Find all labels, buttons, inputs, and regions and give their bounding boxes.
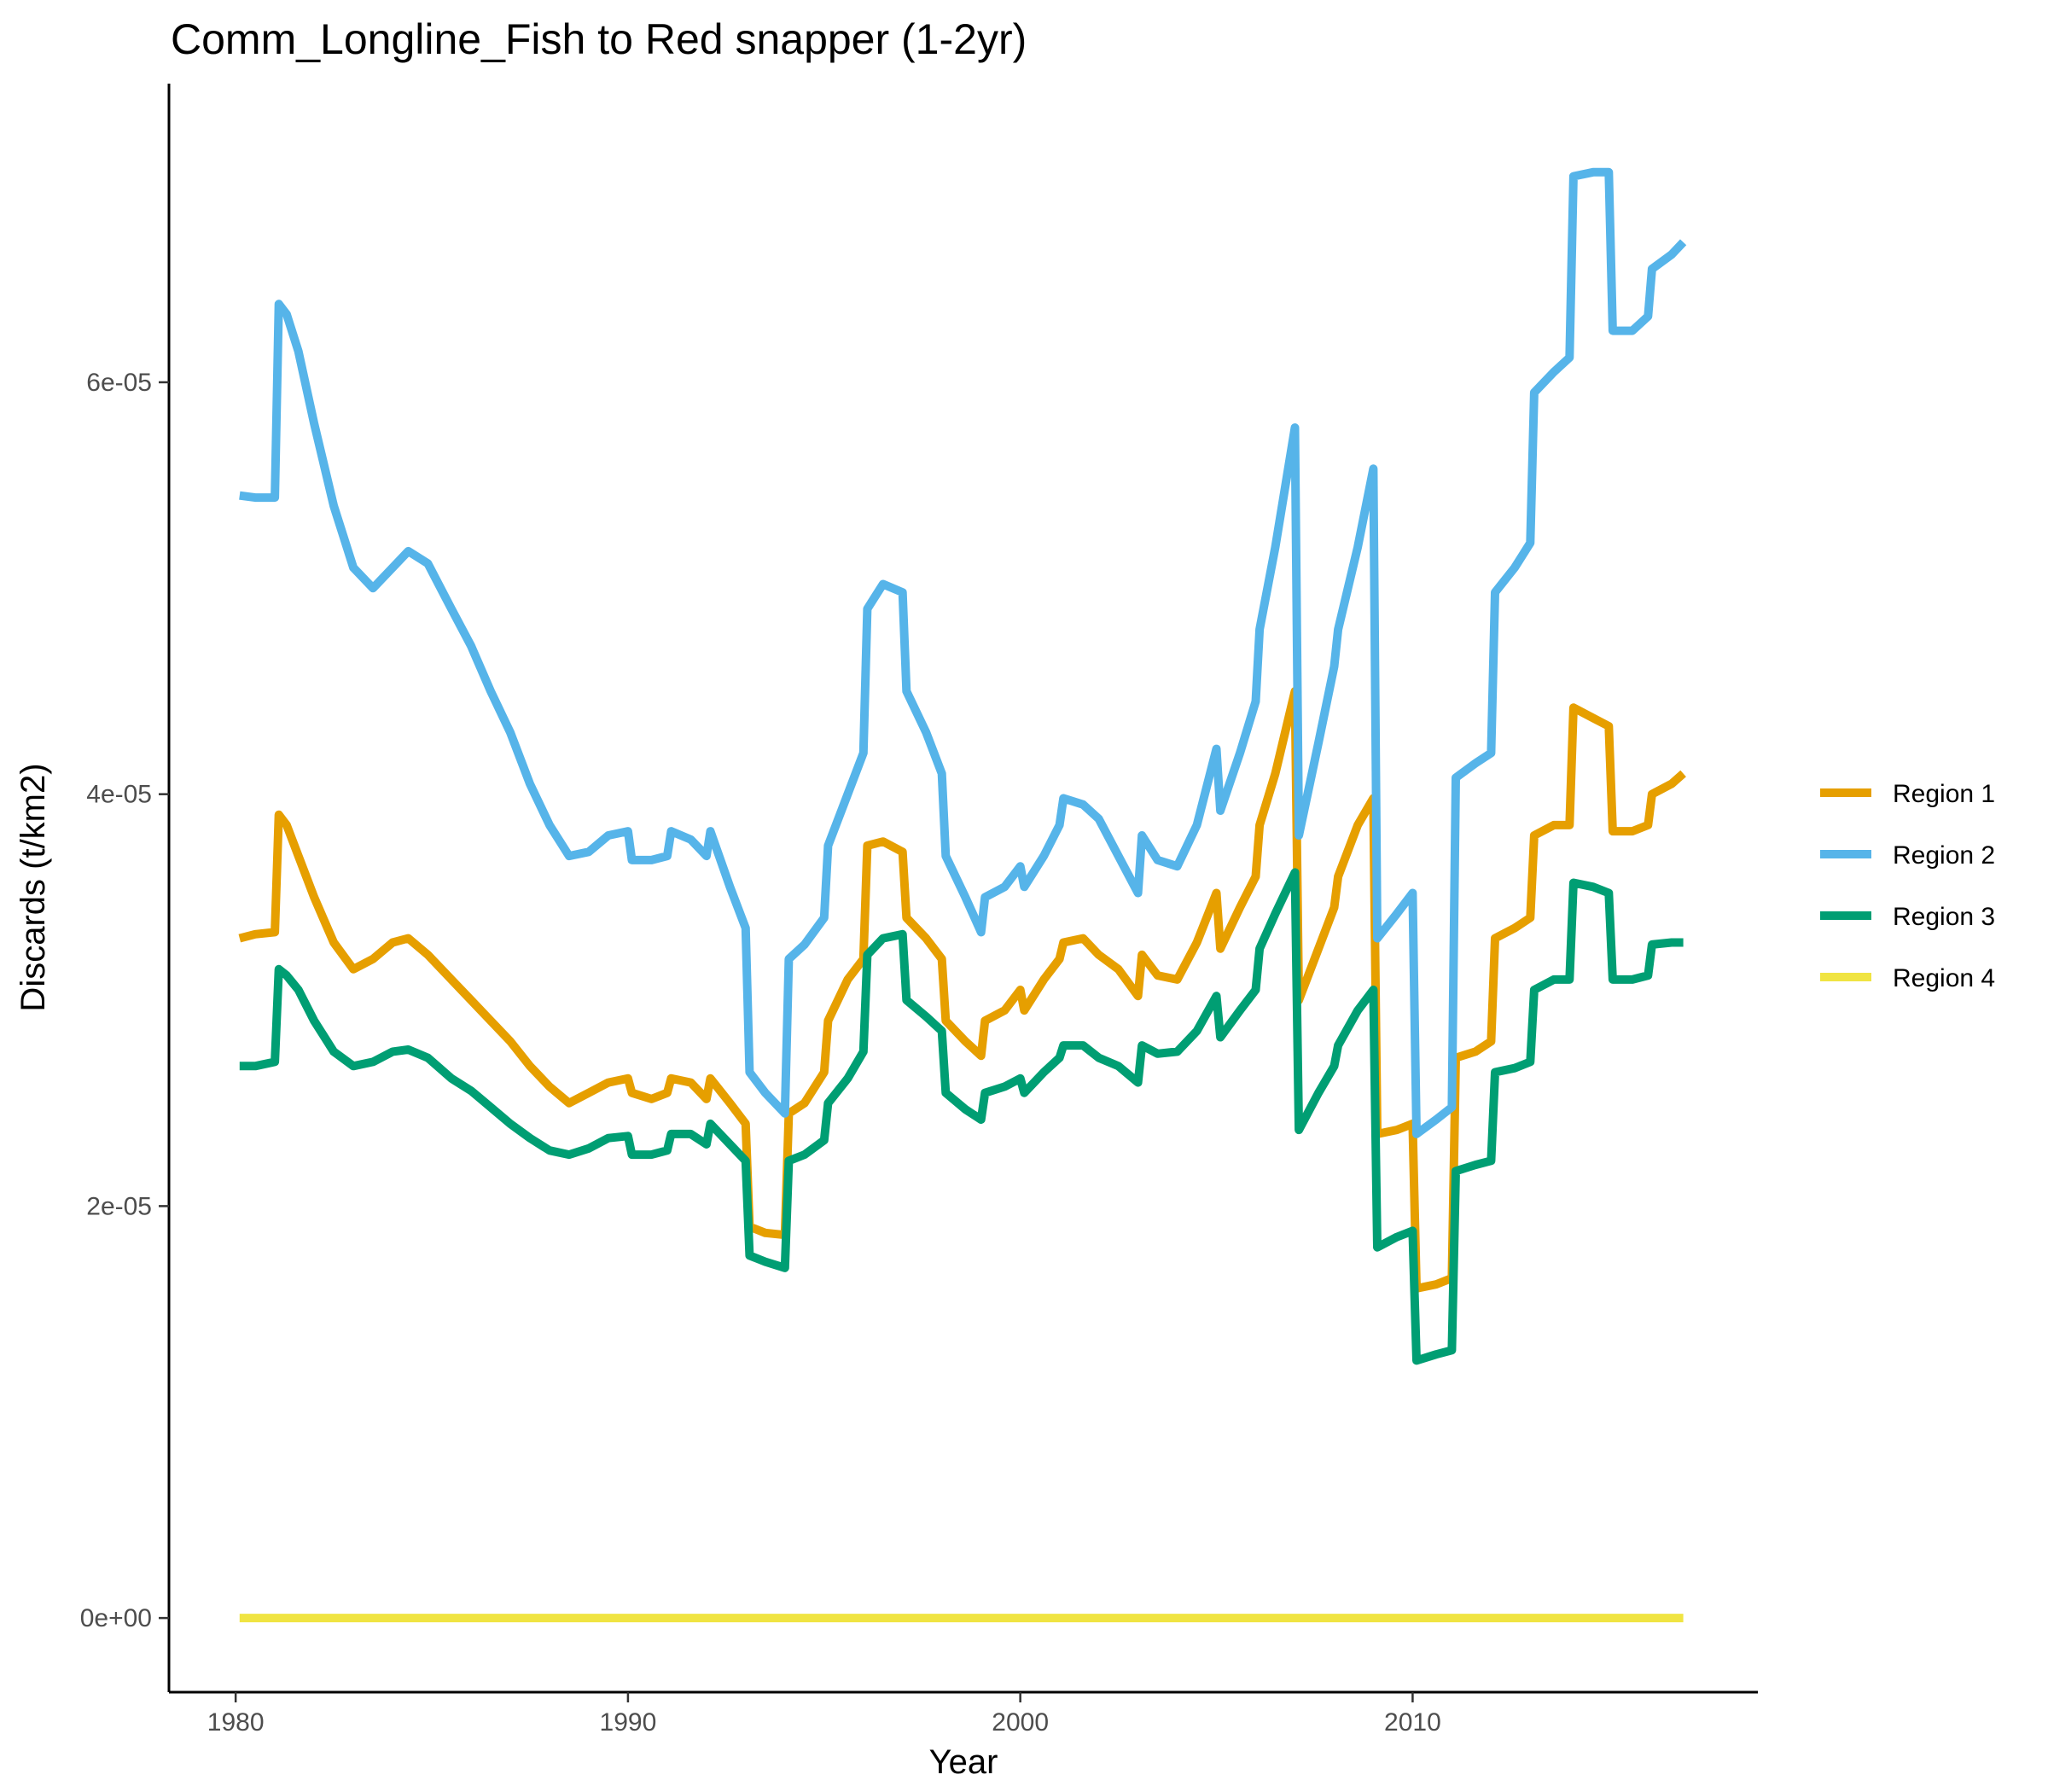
y-tick-label: 6e-05	[86, 369, 152, 397]
legend-label-region-4: Region 4	[1893, 964, 1995, 992]
series-layer	[238, 167, 1687, 1623]
legend-label-region-3: Region 3	[1893, 903, 1995, 931]
x-axis-ticks: 1980 1990 2000 2010	[207, 1692, 1441, 1737]
y-tick-label: 4e-05	[86, 781, 152, 809]
y-tick-label: 2e-05	[86, 1192, 152, 1220]
y-axis-ticks: 0e+00 2e-05 4e-05 6e-05	[80, 369, 169, 1632]
x-tick-label: 1990	[600, 1708, 657, 1737]
series-line-region-2	[239, 167, 1687, 1138]
y-tick-label: 0e+00	[80, 1604, 152, 1632]
plot-area: 1980 1990 2000 2010 0e+00 2e-05 4e-05 6e-05	[80, 84, 1758, 1737]
x-tick-label: 2010	[1384, 1708, 1441, 1737]
series-line-region-3	[239, 868, 1684, 1365]
legend-label-region-1: Region 1	[1893, 780, 1995, 808]
chart-title: Comm_Longline_Fish to Red snapper (1-2yr…	[171, 15, 1027, 63]
legend-label-region-2: Region 2	[1893, 841, 1995, 870]
y-axis-title: Discards (t/km2)	[15, 763, 52, 1011]
x-tick-label: 1980	[207, 1708, 265, 1737]
x-axis-title: Year	[929, 1743, 998, 1781]
series-line-region-1	[238, 687, 1686, 1293]
x-tick-label: 2000	[992, 1708, 1049, 1737]
legend: Region 1 Region 2 Region 3 Region 4	[1820, 780, 1995, 992]
